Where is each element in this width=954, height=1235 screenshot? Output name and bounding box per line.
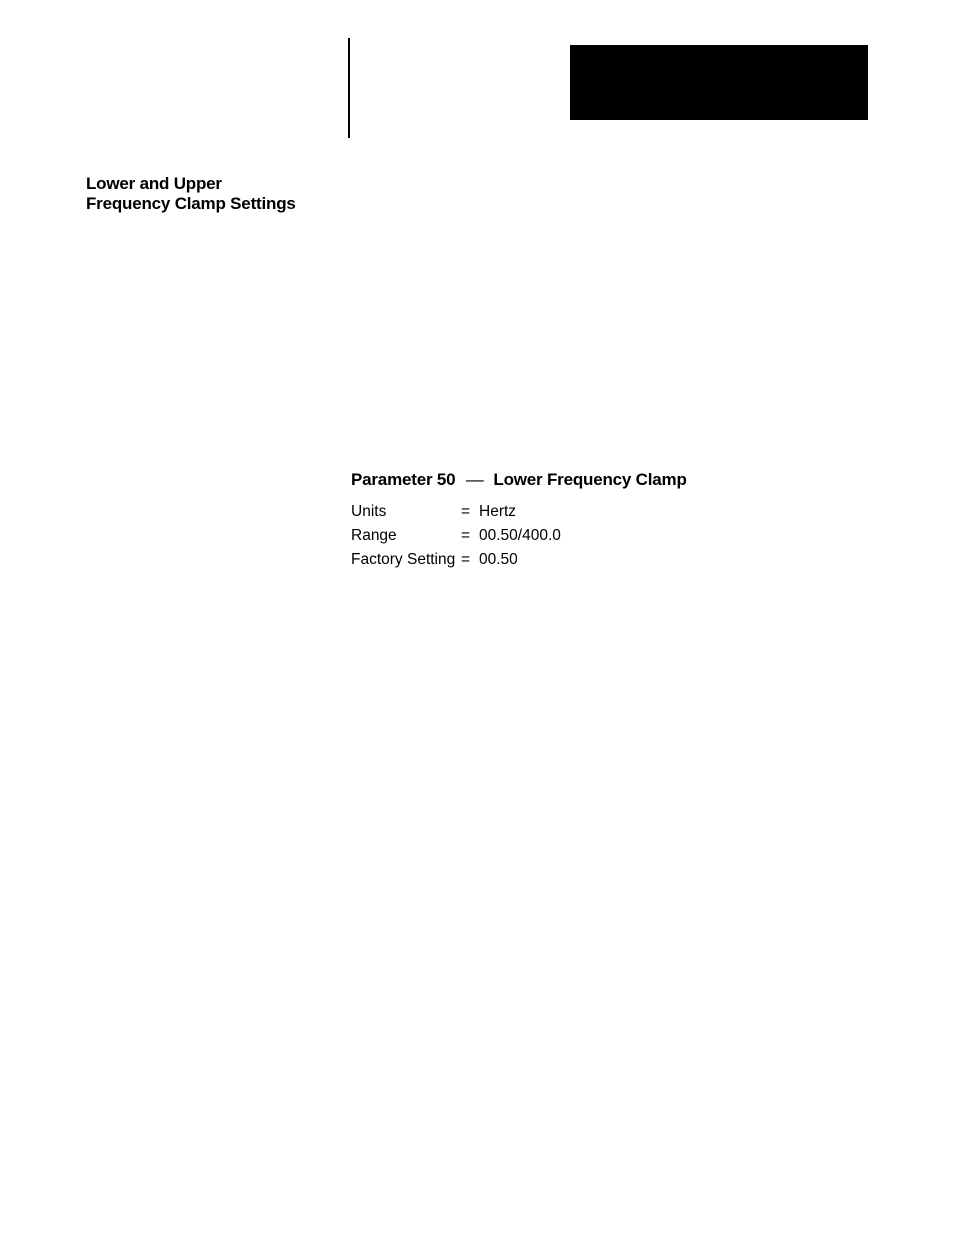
spec-value: Hertz bbox=[479, 500, 516, 524]
vertical-rule bbox=[348, 38, 350, 138]
spec-label: Units bbox=[351, 500, 461, 524]
spec-eq: = bbox=[461, 500, 479, 524]
spec-row-range: Range = 00.50/400.0 bbox=[351, 524, 687, 548]
parameter-heading-left: Parameter 50 bbox=[351, 470, 455, 489]
spec-label: Factory Setting bbox=[351, 548, 461, 572]
spec-eq: = bbox=[461, 524, 479, 548]
section-title-line2: Frequency Clamp Settings bbox=[86, 194, 296, 214]
parameter-heading-right: Lower Frequency Clamp bbox=[493, 470, 686, 489]
spec-row-factory: Factory Setting = 00.50 bbox=[351, 548, 687, 572]
parameter-heading-sep: –– bbox=[460, 470, 489, 489]
spec-label: Range bbox=[351, 524, 461, 548]
page-root: Lower and Upper Frequency Clamp Settings… bbox=[0, 0, 954, 1235]
spec-row-units: Units = Hertz bbox=[351, 500, 687, 524]
spec-value: 00.50 bbox=[479, 548, 518, 572]
header-black-box bbox=[570, 45, 868, 120]
parameter-heading: Parameter 50 –– Lower Frequency Clamp bbox=[351, 470, 687, 490]
spec-eq: = bbox=[461, 548, 479, 572]
spec-value: 00.50/400.0 bbox=[479, 524, 561, 548]
section-title-line1: Lower and Upper bbox=[86, 174, 296, 194]
parameter-block: Parameter 50 –– Lower Frequency Clamp Un… bbox=[351, 470, 687, 572]
section-title: Lower and Upper Frequency Clamp Settings bbox=[86, 174, 296, 213]
